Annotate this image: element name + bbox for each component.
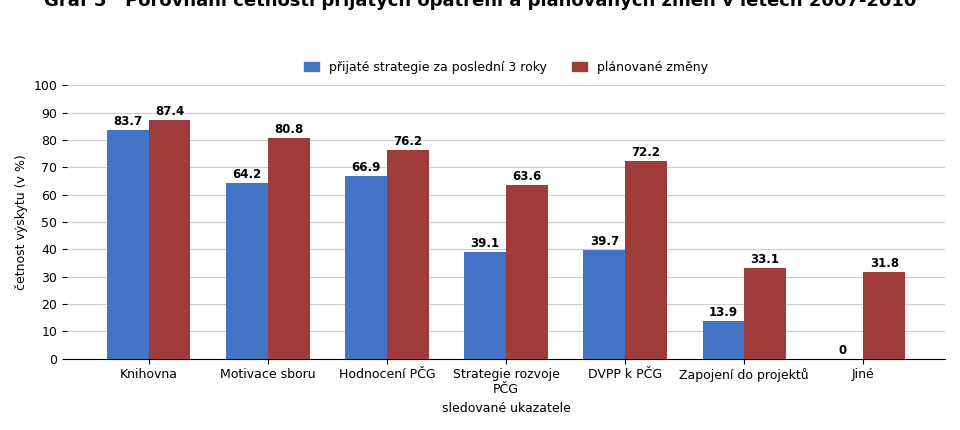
- Text: 83.7: 83.7: [113, 115, 142, 128]
- Bar: [227, 183, 268, 359]
- Text: 80.8: 80.8: [274, 123, 303, 135]
- Text: Graf 5   Porovnání četností přijatých opatření a plánovaných změn v letech 2007-: Graf 5 Porovnání četností přijatých opat…: [44, 0, 916, 10]
- Text: 72.2: 72.2: [632, 146, 660, 159]
- Text: 39.1: 39.1: [470, 237, 500, 250]
- Text: 0: 0: [838, 344, 847, 356]
- Text: 64.2: 64.2: [232, 168, 262, 181]
- Bar: [268, 138, 309, 359]
- Text: 87.4: 87.4: [155, 104, 184, 117]
- Bar: [744, 268, 786, 359]
- Text: 31.8: 31.8: [870, 257, 899, 270]
- Bar: [387, 150, 429, 359]
- Bar: [108, 130, 149, 359]
- Bar: [584, 250, 625, 359]
- Bar: [149, 120, 190, 359]
- Bar: [506, 185, 548, 359]
- Text: 39.7: 39.7: [589, 235, 619, 248]
- X-axis label: sledované ukazatele: sledované ukazatele: [442, 402, 570, 415]
- Bar: [625, 161, 667, 359]
- Text: 76.2: 76.2: [394, 135, 422, 148]
- Legend: přijaté strategie za poslední 3 roky, plánované změny: přijaté strategie za poslední 3 roky, pl…: [300, 56, 713, 79]
- Bar: [465, 252, 506, 359]
- Bar: [703, 321, 744, 359]
- Bar: [346, 176, 387, 359]
- Y-axis label: četnost výskytu (v %): četnost výskytu (v %): [15, 154, 28, 290]
- Text: 13.9: 13.9: [708, 306, 738, 319]
- Text: 66.9: 66.9: [351, 161, 381, 174]
- Bar: [863, 272, 905, 359]
- Text: 33.1: 33.1: [751, 253, 780, 266]
- Text: 63.6: 63.6: [513, 169, 541, 183]
